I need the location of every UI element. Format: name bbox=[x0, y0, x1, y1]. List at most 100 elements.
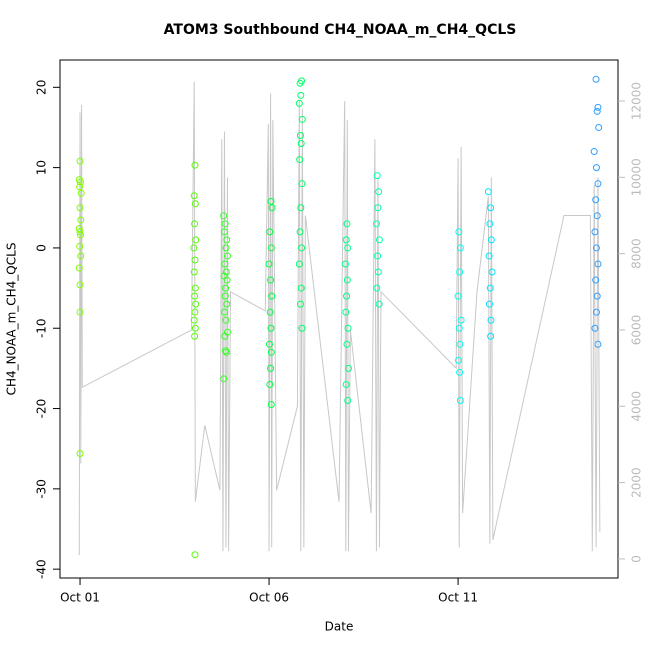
point bbox=[456, 340, 464, 348]
point bbox=[296, 156, 304, 164]
point bbox=[191, 284, 199, 292]
point bbox=[488, 268, 496, 276]
point bbox=[191, 324, 199, 332]
point bbox=[295, 260, 303, 268]
point bbox=[267, 197, 275, 205]
point bbox=[594, 340, 602, 348]
point bbox=[298, 244, 306, 252]
point bbox=[76, 242, 84, 250]
point bbox=[375, 188, 383, 196]
point bbox=[220, 212, 228, 220]
point bbox=[76, 157, 84, 165]
point bbox=[191, 256, 199, 264]
point bbox=[76, 228, 84, 236]
point bbox=[485, 300, 493, 308]
chart-title: ATOM3 Southbound CH4_NOAA_m_CH4_QCLS bbox=[164, 22, 517, 38]
point bbox=[192, 300, 200, 308]
point bbox=[484, 188, 492, 196]
point bbox=[267, 401, 275, 409]
point bbox=[223, 276, 231, 284]
point bbox=[298, 115, 306, 123]
point bbox=[222, 347, 230, 355]
point bbox=[77, 189, 85, 197]
point bbox=[221, 220, 229, 228]
x-tick-label: Oct 11 bbox=[438, 591, 478, 605]
point bbox=[267, 364, 275, 372]
point bbox=[594, 180, 602, 188]
point bbox=[343, 340, 351, 348]
point bbox=[296, 131, 304, 139]
point bbox=[266, 228, 274, 236]
point bbox=[266, 308, 274, 316]
point bbox=[455, 228, 463, 236]
point bbox=[298, 77, 306, 85]
point bbox=[76, 183, 84, 191]
y2-tick-label: 12000 bbox=[630, 82, 644, 120]
point bbox=[296, 228, 304, 236]
point bbox=[456, 268, 464, 276]
point bbox=[374, 268, 382, 276]
point bbox=[342, 236, 350, 244]
point bbox=[223, 236, 231, 244]
point bbox=[190, 192, 198, 200]
point bbox=[344, 397, 352, 405]
y2-tick-label: 4000 bbox=[630, 391, 644, 422]
point bbox=[486, 284, 494, 292]
point bbox=[344, 244, 352, 252]
point bbox=[375, 236, 383, 244]
point bbox=[77, 252, 85, 260]
point bbox=[341, 260, 349, 268]
y-tick-label: 20 bbox=[35, 80, 49, 95]
point bbox=[593, 292, 601, 300]
point bbox=[268, 204, 276, 212]
y2-tick-label: 10000 bbox=[630, 158, 644, 196]
point bbox=[485, 252, 493, 260]
point bbox=[372, 220, 380, 228]
point bbox=[222, 268, 230, 276]
y-tick-label: -10 bbox=[35, 318, 49, 338]
y-tick-label: -40 bbox=[35, 559, 49, 579]
point bbox=[223, 252, 231, 260]
point bbox=[592, 164, 600, 172]
point bbox=[76, 204, 84, 212]
y-tick-label: 0 bbox=[35, 244, 49, 252]
point bbox=[594, 260, 602, 268]
plot-frame bbox=[59, 59, 619, 579]
point bbox=[267, 348, 275, 356]
point bbox=[593, 212, 601, 220]
point bbox=[343, 220, 351, 228]
point bbox=[344, 324, 352, 332]
point bbox=[221, 332, 229, 340]
point bbox=[222, 244, 230, 252]
point bbox=[374, 252, 382, 260]
point bbox=[268, 292, 276, 300]
point bbox=[76, 450, 84, 458]
point bbox=[344, 364, 352, 372]
point bbox=[591, 228, 599, 236]
point bbox=[374, 204, 382, 212]
point bbox=[191, 551, 199, 559]
point bbox=[191, 200, 199, 208]
point bbox=[222, 284, 230, 292]
point bbox=[190, 316, 198, 324]
point bbox=[191, 161, 199, 169]
x-tick-label: Oct 01 bbox=[60, 591, 100, 605]
x-tick-label: Oct 06 bbox=[249, 591, 289, 605]
x-axis-label: Date bbox=[325, 620, 354, 634]
point bbox=[297, 91, 305, 99]
point bbox=[222, 316, 230, 324]
point bbox=[297, 140, 305, 148]
point bbox=[76, 178, 84, 186]
altitude-line bbox=[78, 81, 601, 556]
point bbox=[454, 292, 462, 300]
point bbox=[191, 308, 199, 316]
point bbox=[191, 220, 199, 228]
point bbox=[456, 368, 464, 376]
point bbox=[190, 244, 198, 252]
point bbox=[190, 268, 198, 276]
point bbox=[592, 196, 600, 204]
point bbox=[590, 148, 598, 156]
point bbox=[267, 324, 275, 332]
point bbox=[487, 204, 495, 212]
